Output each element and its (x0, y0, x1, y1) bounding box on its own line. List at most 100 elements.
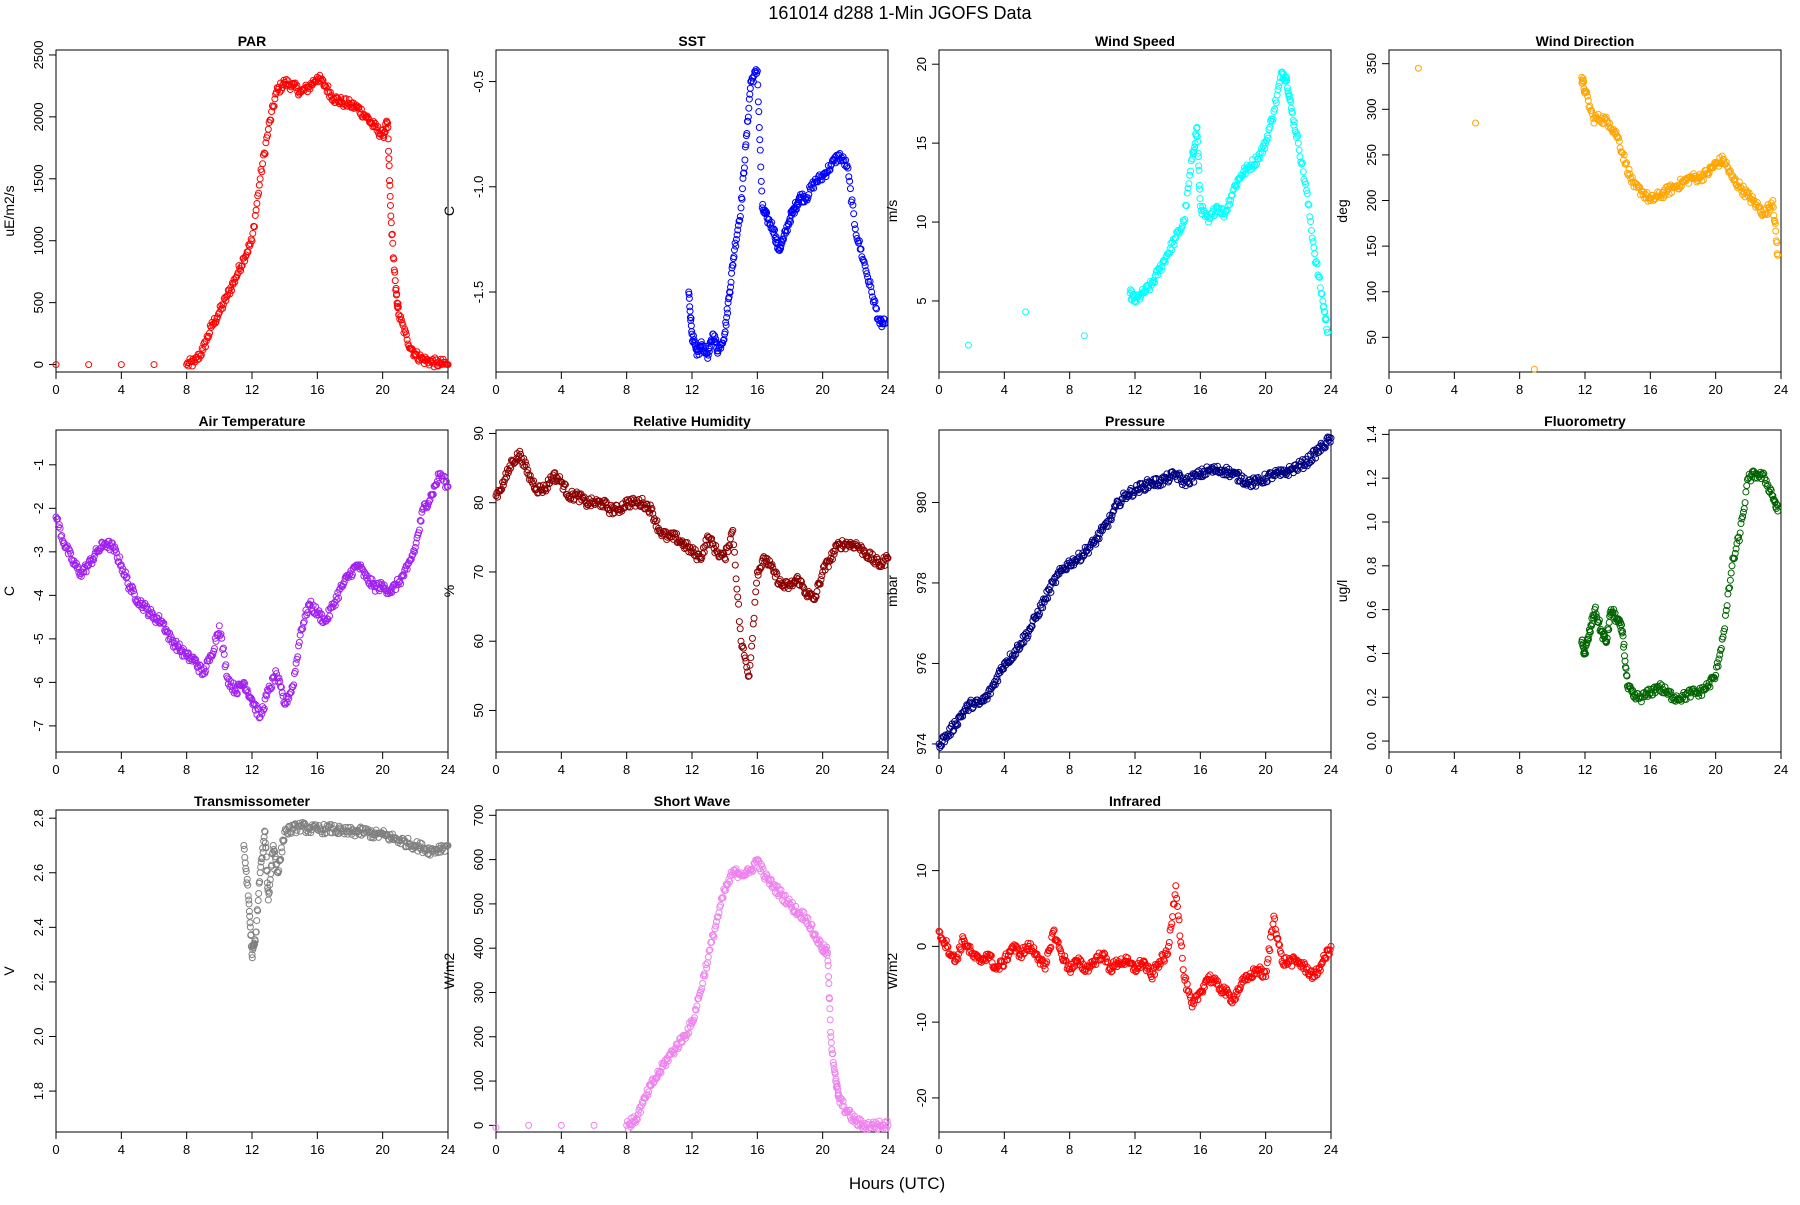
y-tick-label: 0 (471, 1122, 486, 1129)
data-point (276, 856, 284, 864)
x-tick-label: 8 (1066, 762, 1073, 777)
y-tick-label: 10 (914, 863, 929, 877)
data-point (391, 277, 399, 285)
data-point (1151, 278, 1159, 286)
x-tick-label: 4 (118, 382, 125, 397)
data-point (812, 593, 820, 601)
data-point (252, 928, 260, 936)
panel-title: Wind Direction (1536, 33, 1635, 49)
data-point (507, 464, 515, 472)
data-point (503, 465, 511, 473)
data-point (647, 506, 655, 514)
data-point (1637, 698, 1645, 706)
data-point (872, 304, 880, 312)
data-point (1591, 603, 1599, 611)
data-point (1292, 128, 1300, 136)
data-point (503, 473, 511, 481)
data-point (714, 913, 722, 921)
plot-frame (1388, 429, 1782, 753)
data-point (736, 212, 744, 220)
data-point (732, 236, 740, 244)
data-point (210, 647, 218, 655)
data-point (1303, 186, 1310, 194)
x-tick-label: 20 (815, 1142, 829, 1157)
data-point (520, 454, 528, 462)
data-point (1195, 166, 1203, 174)
data-point (862, 267, 870, 275)
data-point (945, 732, 953, 740)
data-point (726, 542, 734, 550)
data-point (57, 533, 65, 541)
data-point (1081, 543, 1089, 551)
data-point (237, 262, 245, 270)
data-point (1272, 930, 1280, 938)
data-point (123, 573, 131, 581)
data-point (1080, 332, 1088, 340)
data-point (1735, 537, 1743, 545)
panel-title: Air Temperature (198, 413, 305, 429)
data-point (1290, 118, 1298, 126)
data-point (262, 853, 270, 861)
panel-7: Fluorometry ug/l 0 4 8 12 16 20 24 0.0 0.2 0.4 0.6 0.… (1334, 413, 1788, 777)
data-point (736, 216, 744, 224)
data-point (1588, 107, 1596, 115)
data-point (321, 81, 329, 89)
data-point (1120, 489, 1128, 497)
data-point (1296, 153, 1304, 161)
data-point (846, 177, 854, 185)
y-axis-label: V (1, 966, 17, 976)
data-point (849, 201, 857, 209)
series-points (935, 882, 1335, 1011)
data-point (1231, 996, 1239, 1004)
data-point (257, 863, 265, 871)
x-tick-label: 12 (1128, 762, 1142, 777)
data-point (271, 853, 279, 861)
data-point (80, 568, 88, 576)
data-point (498, 485, 506, 493)
data-point (846, 185, 854, 193)
panel-10: Infrared W/m2 0 4 8 12 16 20 24 10 0 -10 -20 (884, 793, 1338, 1157)
data-point (786, 214, 794, 222)
data-point (1259, 973, 1267, 981)
data-point (333, 596, 341, 604)
x-tick-label: 20 (1258, 1142, 1272, 1157)
data-point (414, 847, 422, 855)
data-point (354, 104, 362, 112)
data-point (851, 221, 859, 229)
data-point (255, 181, 263, 189)
data-point (1223, 206, 1231, 214)
data-point (233, 690, 241, 698)
data-point (1714, 662, 1722, 670)
data-point (1325, 950, 1333, 958)
data-point (517, 454, 525, 462)
data-point (873, 305, 881, 313)
data-point (776, 890, 784, 898)
data-point (1274, 86, 1282, 94)
data-point (530, 477, 538, 485)
y-tick-label: -5 (31, 633, 46, 645)
data-point (397, 580, 405, 588)
data-point (632, 1114, 640, 1122)
data-point (1185, 180, 1193, 188)
data-point (420, 504, 427, 512)
data-point (1621, 652, 1629, 660)
x-tick-label: 12 (1578, 762, 1592, 777)
data-point (406, 556, 414, 564)
data-point (248, 951, 256, 959)
data-point (1656, 680, 1664, 688)
data-point (868, 288, 876, 296)
data-point (1319, 297, 1327, 305)
data-point (752, 588, 760, 596)
data-point (242, 867, 250, 875)
data-point (264, 125, 272, 133)
data-point (1318, 290, 1326, 298)
data-point (258, 168, 266, 176)
data-point (766, 876, 774, 884)
data-point (736, 625, 744, 633)
data-point (1066, 965, 1074, 973)
data-point (1324, 329, 1332, 337)
data-point (1626, 170, 1634, 178)
x-tick-label: 16 (1643, 762, 1657, 777)
x-tick-label: 20 (1258, 382, 1272, 397)
data-point (1046, 944, 1054, 952)
